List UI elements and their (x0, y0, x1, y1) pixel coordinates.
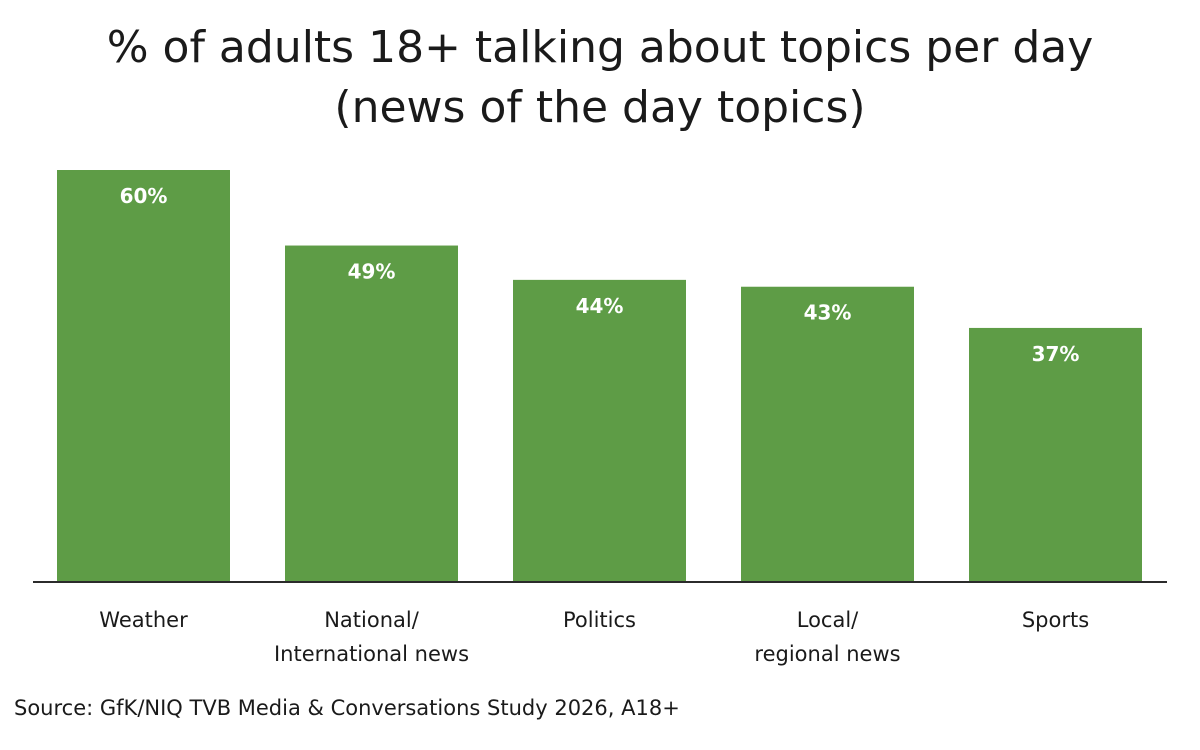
bar-value-label-4: 37% (1032, 342, 1080, 366)
category-label-3-line-0: Local/ (797, 608, 859, 632)
chart-title: % of adults 18+ talking about topics per… (0, 18, 1200, 138)
labels-layer: Weather National/International news Politi… (99, 608, 1089, 666)
bar-value-label-0: 60% (120, 184, 168, 208)
bars-layer: 60% 49% 44% 43% 37% (57, 170, 1142, 583)
chart-title-line-1: % of adults 18+ talking about topics per… (106, 22, 1094, 73)
bar-4 (969, 327, 1142, 582)
bar-1 (285, 245, 458, 583)
source-note: Source: GfK/NIQ TVB Media & Conversation… (14, 696, 680, 720)
bar-value-label-1: 49% (348, 260, 396, 284)
category-label-3-line-1: regional news (754, 642, 900, 666)
category-label-1-line-1: International news (274, 642, 469, 666)
bar-value-label-3: 43% (804, 301, 852, 325)
bar-0 (57, 170, 230, 582)
category-label-0: Weather (99, 608, 188, 632)
bar-2 (513, 279, 686, 582)
category-label-2: Politics (563, 608, 636, 632)
category-label-1-line-0: National/ (324, 608, 420, 632)
chart-title-line-2: (news of the day topics) (334, 82, 866, 133)
category-label-4: Sports (1022, 608, 1089, 632)
bar-3 (741, 286, 914, 582)
bar-value-label-2: 44% (576, 294, 624, 318)
bar-chart: 60% 49% 44% 43% 37% Weather National/Internat… (33, 170, 1167, 666)
